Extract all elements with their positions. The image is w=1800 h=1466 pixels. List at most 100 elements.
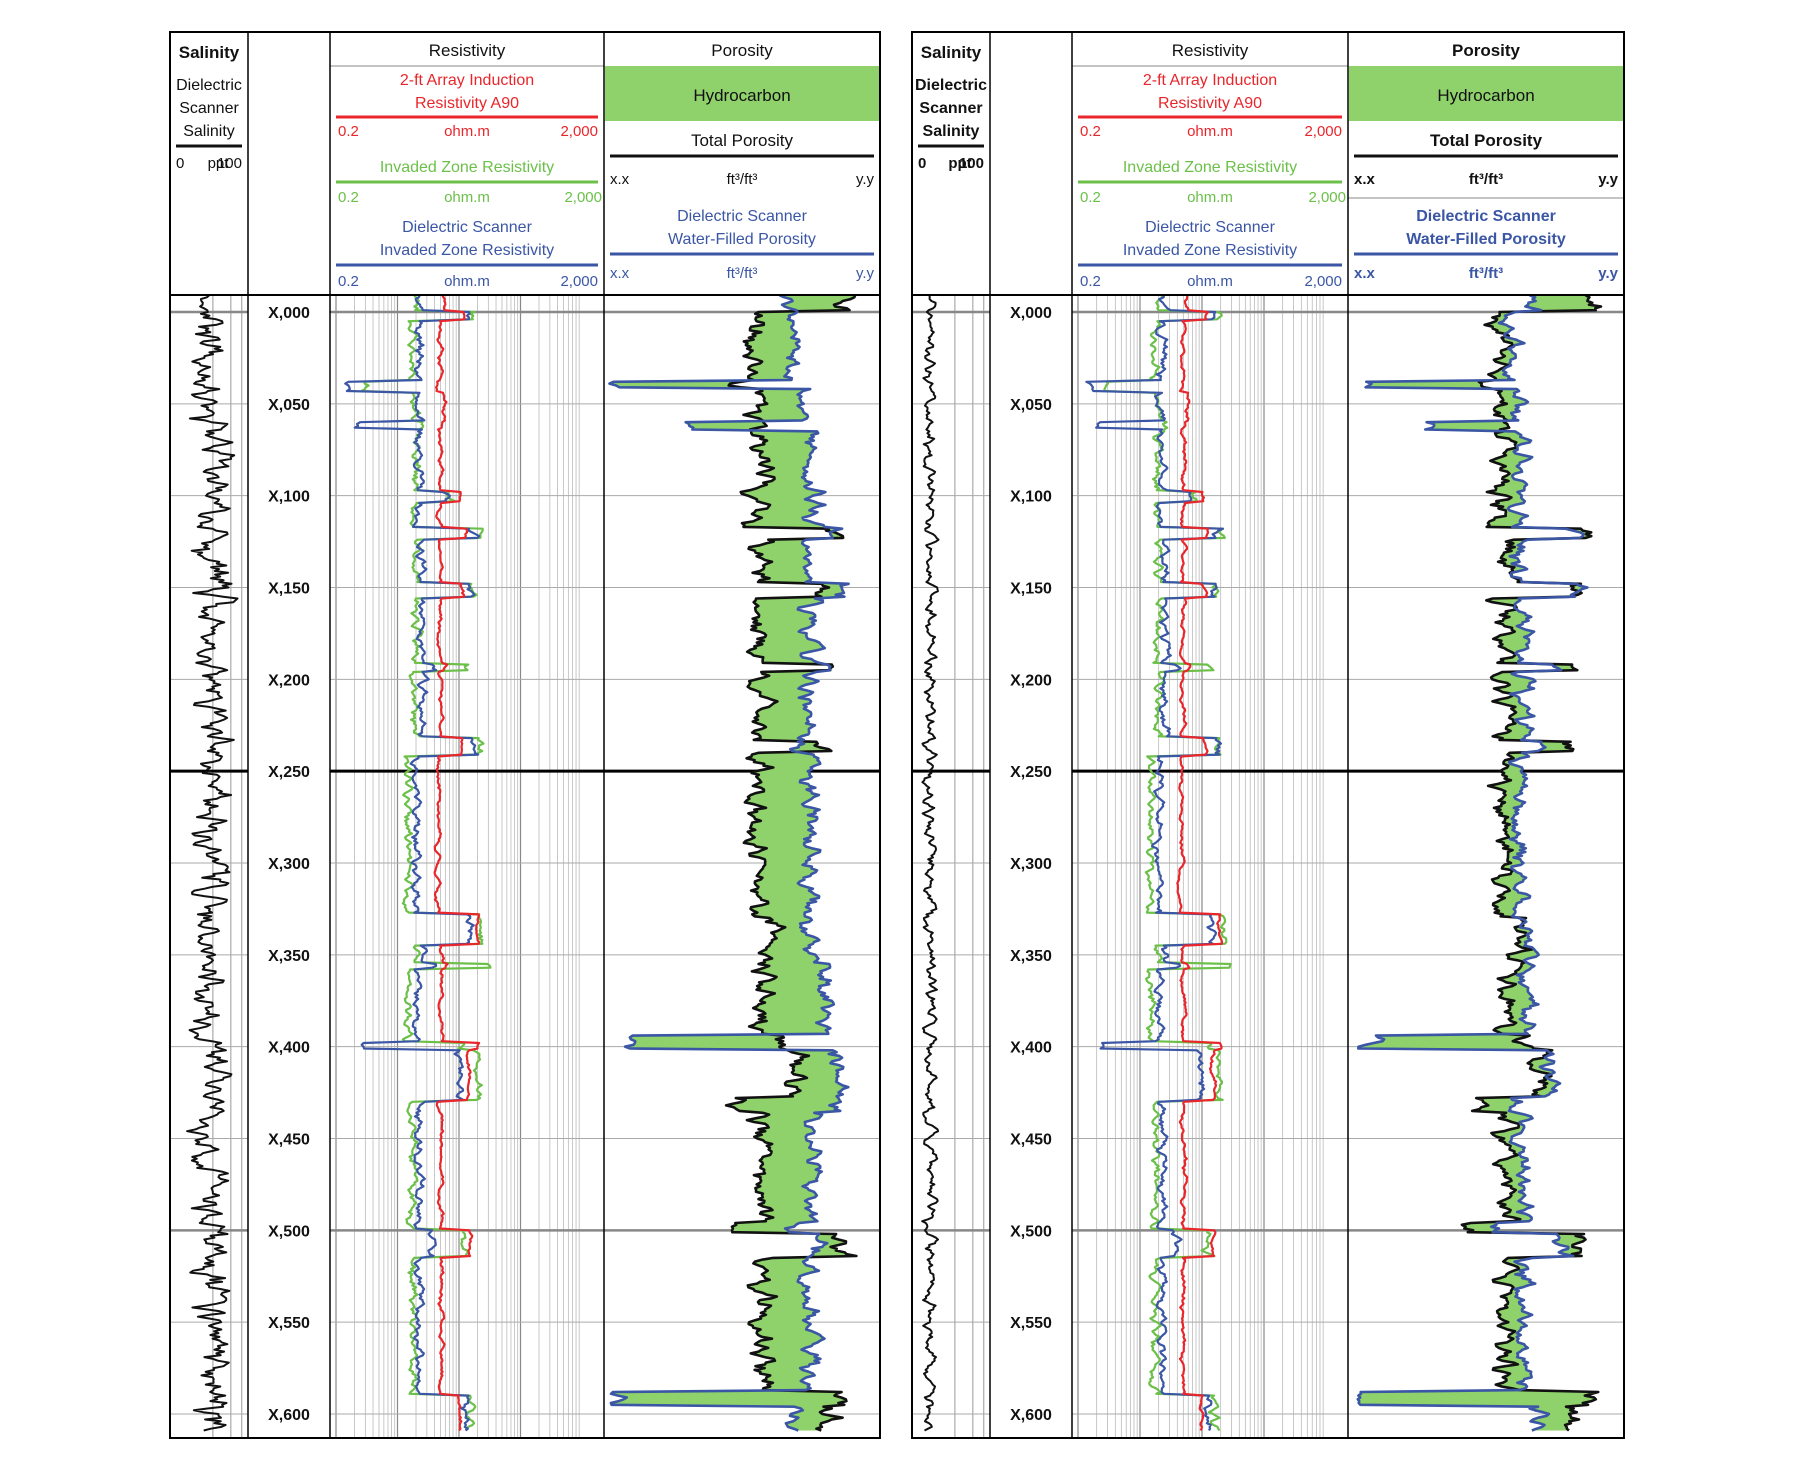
tp-max: y.y [1598,171,1618,188]
inv-max: 2,000 [564,189,602,206]
salinity-max: 100 [959,155,984,172]
tp-unit: ft³/ft³ [727,171,758,188]
salinity-min: 0 [176,155,184,172]
hydrocarbon-fill [609,295,857,1431]
salinity-sub-2: Scanner [919,100,982,117]
a90-min: 0.2 [338,123,359,140]
hydrocarbon-label: Hydrocarbon [693,86,790,105]
tp-min: x.x [1354,171,1376,188]
depth-tick-label: X,200 [1010,672,1052,689]
a90-max: 2,000 [1304,123,1342,140]
depth-tick-label: X,050 [1010,397,1052,414]
a90-unit: ohm.m [444,123,490,140]
ds-res-max: 2,000 [1304,273,1342,290]
salinity-sub-3: Salinity [183,123,235,140]
depth-tick-label: X,450 [268,1132,310,1149]
ds-invaded-resistivity-curve [1085,295,1225,1432]
ds-res-unit: ohm.m [1187,273,1233,290]
panel-border [911,31,1625,1439]
a90-resistivity-curve [1176,295,1224,1431]
ds-invaded-resistivity-curve [344,295,481,1432]
salinity-curve [921,295,940,1432]
a90-label-1: 2-ft Array Induction [400,72,534,89]
hydrocarbon-swatch [1349,66,1623,121]
porosity-title: Porosity [1452,41,1521,60]
ds-max: y.y [1598,265,1618,282]
inv-unit: ohm.m [1187,189,1233,206]
depth-tick-label: X,100 [268,489,310,506]
ds-unit: ft³/ft³ [1469,265,1503,282]
depth-tick-label: X,500 [268,1223,310,1240]
tp-unit: ft³/ft³ [1469,171,1503,188]
salinity-sub-1: Dielectric [176,77,242,94]
ds-res-label-2: Invaded Zone Resistivity [380,242,554,259]
hydrocarbon-fill [1357,295,1602,1431]
a90-min: 0.2 [1080,123,1101,140]
panel-border [169,31,881,1439]
depth-tick-label: X,600 [1010,1407,1052,1424]
depth-tick-label: X,250 [268,764,310,781]
ds-por-label-2: Water-Filled Porosity [668,231,816,248]
ds-res-label-1: Dielectric Scanner [402,219,533,236]
a90-label-2: Resistivity A90 [1158,95,1262,112]
invaded-zone-resistivity-curve [360,295,492,1431]
depth-tick-label: X,250 [1010,764,1052,781]
salinity-unit: ppt [948,155,971,172]
depth-tick-label: X,200 [268,672,310,689]
salinity-unit: ppt [208,155,230,172]
inv-unit: ohm.m [444,189,490,206]
tp-max: y.y [856,171,875,188]
hydrocarbon-label: Hydrocarbon [1437,86,1534,105]
panel-frame [911,31,1625,1439]
inv-label: Invaded Zone Resistivity [1123,159,1297,176]
salinity-min: 0 [918,155,926,172]
depth-tick-label: X,400 [268,1040,310,1057]
total-porosity-curve [1460,295,1603,1432]
total-porosity-curve [724,295,858,1432]
inv-label: Invaded Zone Resistivity [380,159,554,176]
salinity-sub-1: Dielectric [915,77,987,94]
salinity-curve [186,295,239,1432]
a90-resistivity-curve [433,295,481,1432]
depth-tick-label: X,450 [1010,1132,1052,1149]
ds-res-min: 0.2 [338,273,359,290]
depth-tick-label: X,350 [1010,948,1052,965]
panel-frame [169,31,881,1439]
depth-tick-label: X,300 [268,856,310,873]
total-porosity-label: Total Porosity [691,131,794,150]
ds-res-label-2: Invaded Zone Resistivity [1123,242,1297,259]
depth-tick-label: X,000 [268,305,310,322]
depth-tick-label: X,000 [1010,305,1052,322]
depth-tick-label: X,600 [268,1407,310,1424]
depth-tick-label: X,150 [268,581,310,598]
salinity-title: Salinity [921,43,982,62]
ds-res-unit: ohm.m [444,273,490,290]
log-panel-left: Salinity Dielectric Scanner Salinity 0 ppt100… [169,31,881,1439]
ds-por-label-1: Dielectric Scanner [1416,208,1556,225]
hydrocarbon-swatch [605,66,879,121]
depth-tick-label: X,300 [1010,856,1052,873]
inv-min: 0.2 [1080,189,1101,206]
depth-tick-label: X,400 [1010,1040,1052,1057]
a90-label-2: Resistivity A90 [415,95,519,112]
ds-res-min: 0.2 [1080,273,1101,290]
depth-tick-label: X,550 [268,1315,310,1332]
ds-water-porosity-curve [608,295,850,1432]
resistivity-title: Resistivity [1172,41,1249,60]
inv-max: 2,000 [1308,189,1346,206]
ds-res-max: 2,000 [560,273,598,290]
porosity-title: Porosity [711,41,773,60]
depth-tick-label: X,150 [1010,581,1052,598]
depth-tick-label: X,500 [1010,1223,1052,1240]
ds-unit: ft³/ft³ [727,265,758,282]
inv-min: 0.2 [338,189,359,206]
a90-label-1: 2-ft Array Induction [1143,72,1277,89]
ds-por-label-1: Dielectric Scanner [677,208,808,225]
salinity-sub-2: Scanner [179,100,239,117]
invaded-zone-resistivity-curve [1103,295,1232,1432]
tp-min: x.x [610,171,630,188]
salinity-sub-3: Salinity [923,123,980,140]
salinity-max: 100 [217,155,242,172]
ds-min: x.x [1354,265,1376,282]
